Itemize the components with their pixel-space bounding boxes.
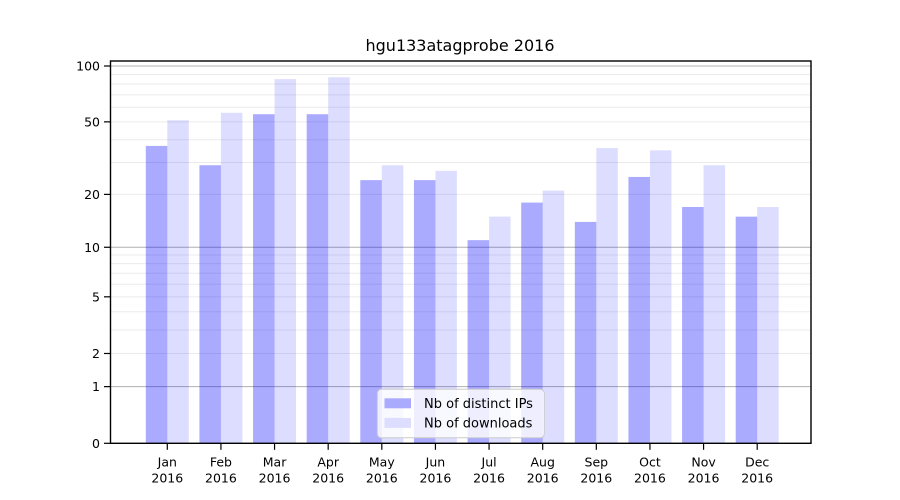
x-tick-label-year-jul: 2016	[473, 470, 505, 485]
bars	[145, 77, 779, 444]
legend-label-distinct-ips: Nb of distinct IPs	[424, 397, 533, 412]
bar-downloads-nov	[703, 165, 726, 444]
x-tick-label-year-feb: 2016	[205, 470, 237, 485]
bar-downloads-oct	[649, 150, 672, 444]
bar-downloads-jun	[435, 170, 457, 444]
gridlines	[110, 65, 811, 388]
x-tick-label-year-aug: 2016	[527, 470, 559, 485]
bar-distinct-ips-oct	[628, 176, 650, 444]
x-tick-label-year-oct: 2016	[634, 470, 666, 485]
bar-downloads-dec	[757, 207, 779, 444]
y-tick-label-0: 0	[92, 436, 100, 451]
y-tick-label-5: 5	[92, 289, 100, 304]
x-tick-label-month-nov: Nov	[691, 454, 716, 469]
y-tick-label-20: 20	[84, 187, 100, 202]
x-tick-label-month-feb: Feb	[210, 454, 232, 469]
y-tick-label-2: 2	[92, 346, 100, 361]
bar-downloads-feb	[220, 112, 243, 444]
bar-distinct-ips-nov	[682, 207, 704, 444]
axes	[109, 60, 812, 444]
x-tick-label-year-mar: 2016	[259, 470, 291, 485]
bar-distinct-ips-dec	[735, 216, 758, 444]
bar-distinct-ips-sep	[574, 221, 597, 444]
bar-distinct-ips-apr	[306, 114, 329, 444]
x-tick-label-year-jan: 2016	[151, 470, 183, 485]
bar-downloads-apr	[328, 77, 350, 444]
bar-distinct-ips-mar	[253, 114, 275, 444]
tick-labels: 0125102050100Jan2016Feb2016Mar2016Apr201…	[76, 59, 773, 486]
x-tick-label-month-jul: Jul	[481, 454, 497, 469]
bar-downloads-sep	[596, 148, 618, 444]
x-tick-label-year-nov: 2016	[688, 470, 720, 485]
legend-box	[376, 388, 545, 439]
y-tick-label-1: 1	[92, 379, 100, 394]
x-tick-label-year-may: 2016	[366, 470, 398, 485]
legend: Nb of distinct IPs Nb of downloads	[376, 388, 545, 439]
y-tick-label-10: 10	[84, 240, 100, 255]
legend-label-downloads: Nb of downloads	[424, 417, 533, 432]
x-tick-label-month-jun: Jun	[425, 454, 446, 469]
legend-swatch-distinct-ips	[384, 398, 411, 409]
x-tick-label-month-oct: Oct	[639, 454, 661, 469]
x-tick-label-year-apr: 2016	[312, 470, 344, 485]
y-tick-label-100: 100	[76, 59, 100, 74]
bar-distinct-ips-aug	[521, 202, 543, 444]
y-tick-label-50: 50	[84, 114, 100, 129]
x-tick-label-month-apr: Apr	[317, 454, 339, 469]
x-tick-label-month-mar: Mar	[263, 454, 287, 469]
x-tick-label-month-sep: Sep	[585, 454, 609, 469]
x-tick-label-month-aug: Aug	[530, 454, 554, 469]
bar-distinct-ips-may	[360, 180, 382, 444]
bar-distinct-ips-feb	[199, 165, 221, 444]
legend-swatch-downloads	[384, 417, 411, 428]
bar-distinct-ips-jun	[413, 180, 436, 444]
bar-downloads-may	[381, 165, 404, 444]
x-tick-label-year-dec: 2016	[741, 470, 773, 485]
plot-border	[109, 60, 812, 444]
bar-downloads-aug	[542, 190, 565, 444]
bar-downloads-jan	[167, 120, 189, 444]
x-tick-label-year-sep: 2016	[580, 470, 612, 485]
bar-downloads-jul	[489, 216, 511, 444]
x-tick-label-year-jun: 2016	[420, 470, 452, 485]
chart-title: hgu133atagprobe 2016	[366, 36, 555, 55]
bar-downloads-mar	[274, 79, 297, 444]
x-tick-label-month-dec: Dec	[745, 454, 769, 469]
bar-distinct-ips-jan	[145, 145, 168, 444]
x-tick-label-month-may: May	[369, 454, 395, 469]
x-tick-label-month-jan: Jan	[157, 454, 177, 469]
